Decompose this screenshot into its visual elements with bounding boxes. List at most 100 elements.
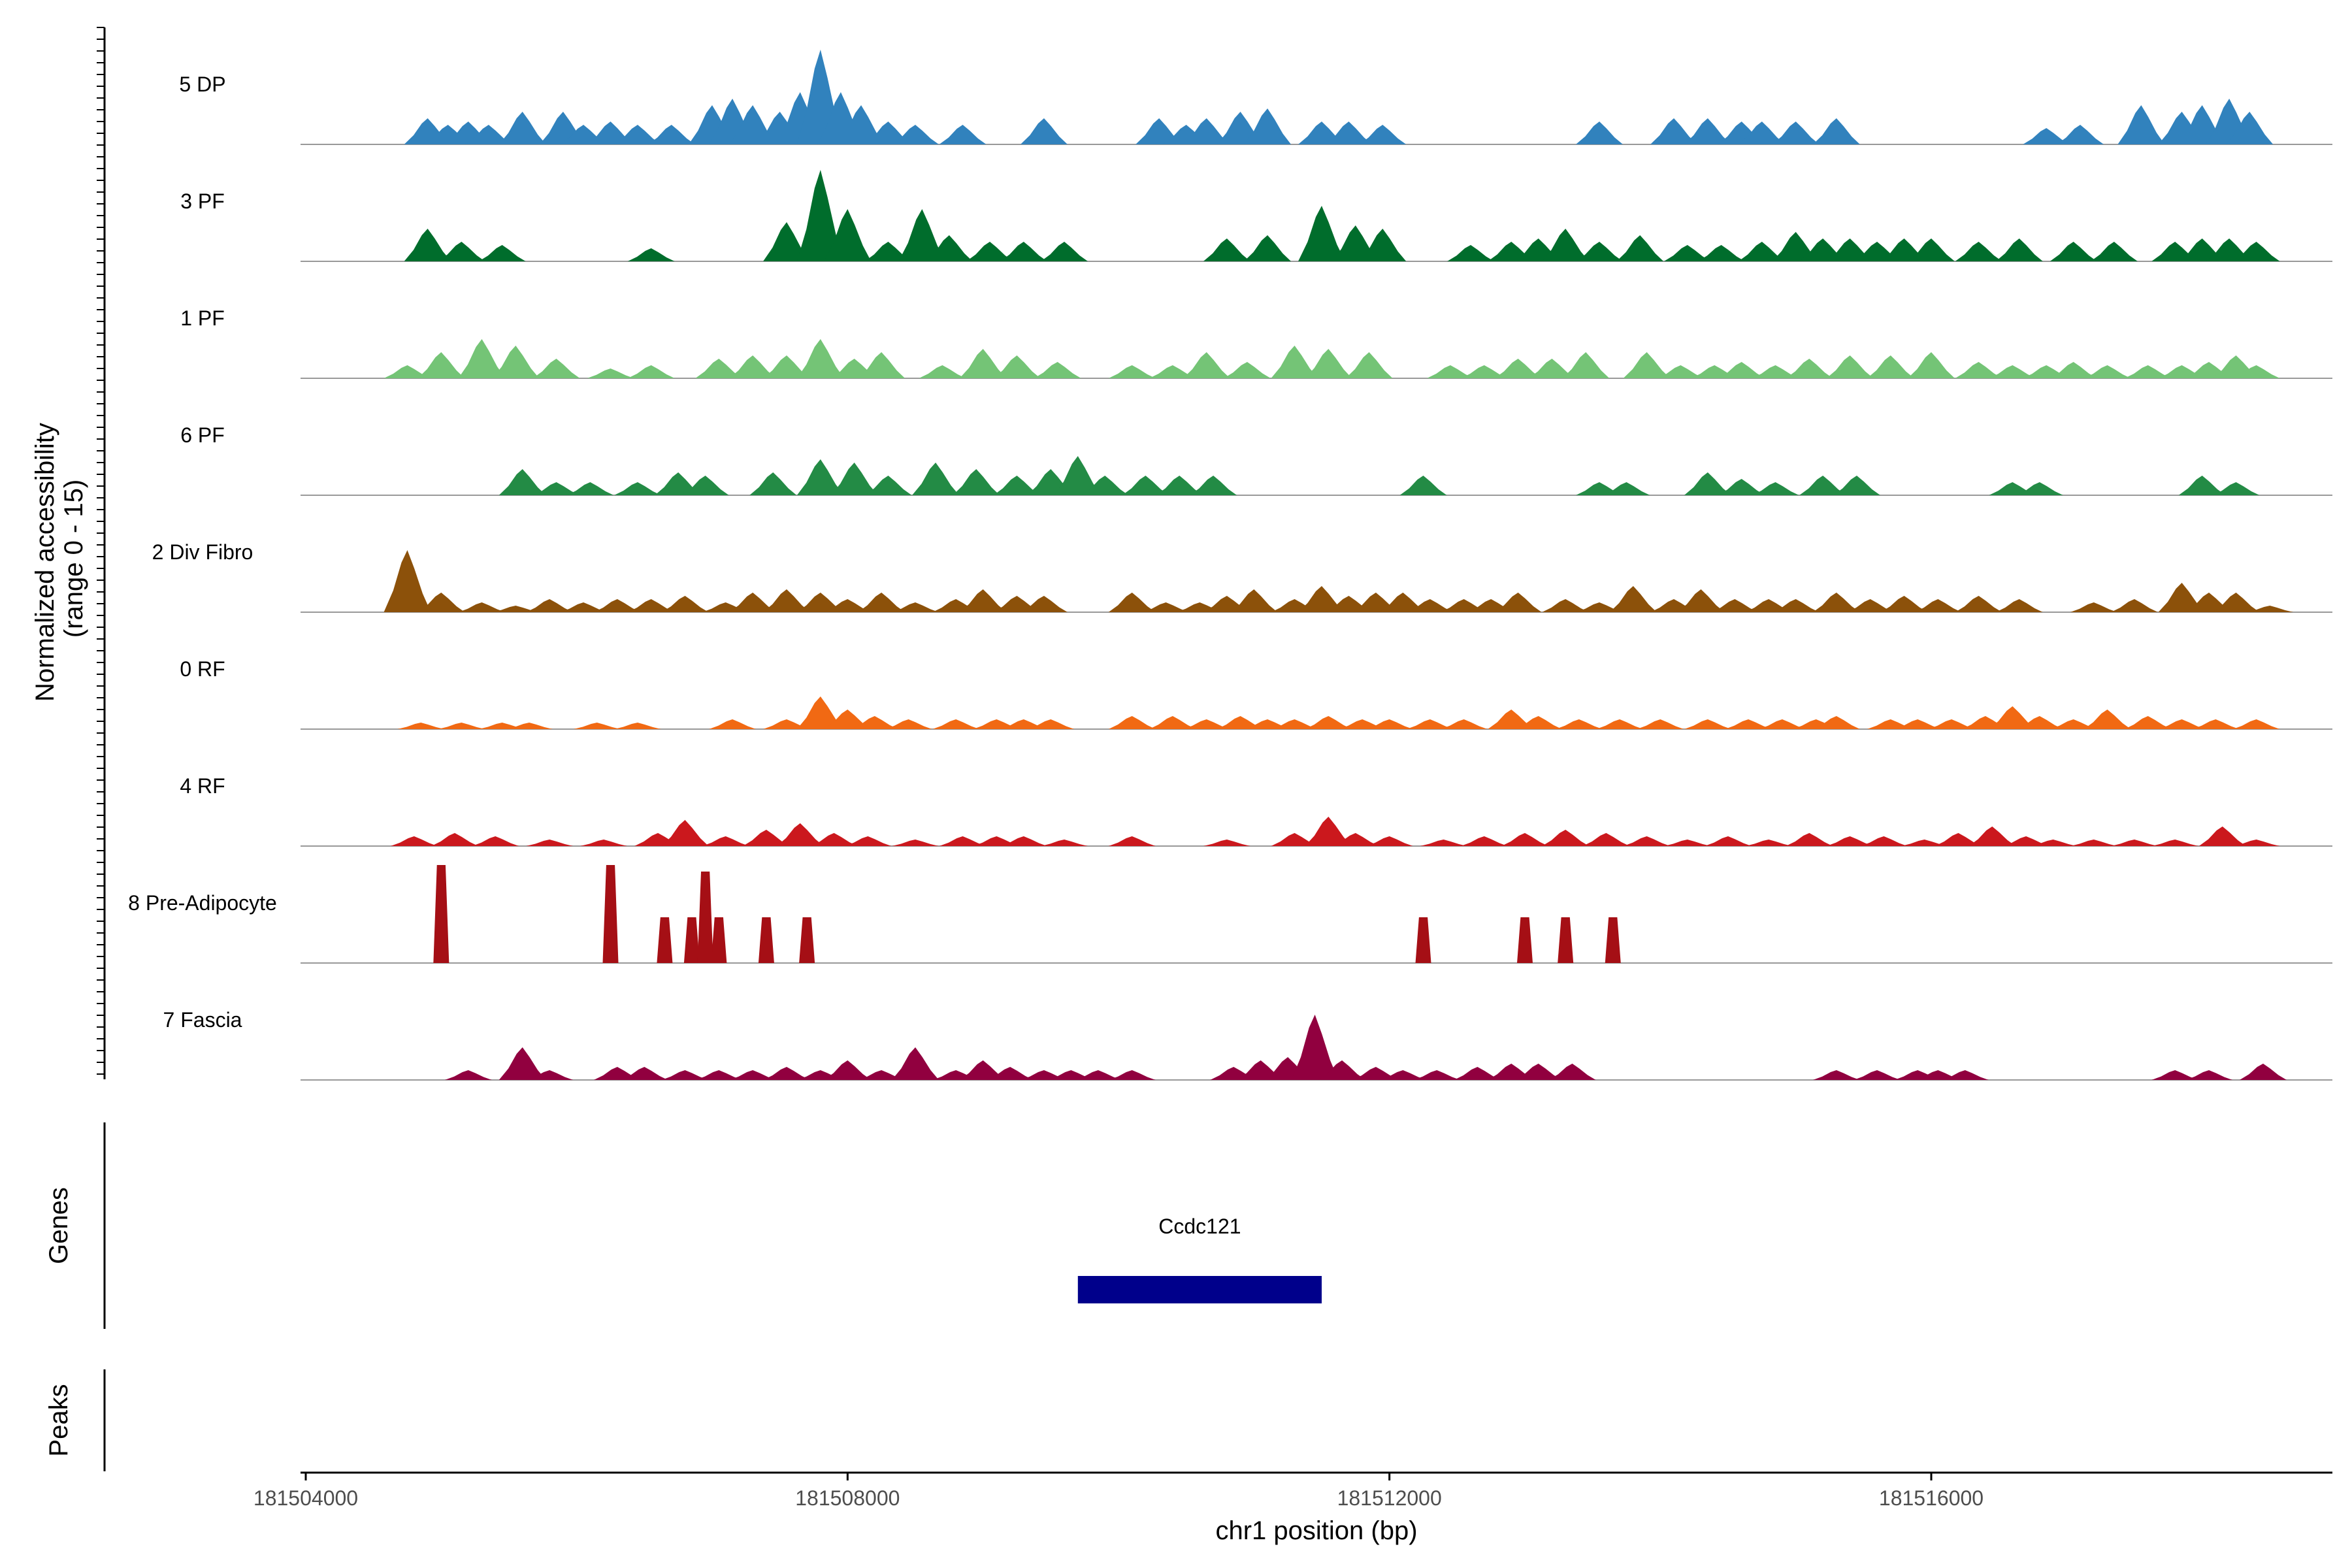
accessibility-peak — [1440, 719, 1488, 729]
track-4-rf: 4 RF — [180, 774, 2332, 847]
accessibility-peak — [1034, 362, 1081, 378]
accessibility-peak — [1941, 1070, 1989, 1080]
accessibility-peak — [864, 242, 912, 261]
accessibility-peak — [1000, 242, 1047, 261]
accessibility-peak — [1558, 917, 1574, 963]
accessibility-peak — [573, 723, 621, 729]
y-axis-title-line-1: Normalized accessibility — [31, 423, 59, 702]
x-axis-tick-label: 181508000 — [795, 1486, 900, 1510]
accessibility-peak — [1860, 836, 1908, 846]
accessibility-peak — [1399, 476, 1447, 495]
accessibility-peak — [824, 599, 872, 612]
accessibility-peak — [1738, 242, 1786, 261]
accessibility-peak — [2151, 1070, 2199, 1080]
accessibility-peak — [1271, 833, 1318, 846]
accessibility-peak — [1244, 235, 1292, 261]
accessibility-peak — [763, 222, 811, 261]
accessibility-peak — [1454, 1067, 1501, 1080]
accessibility-peak — [627, 248, 675, 261]
accessibility-peak — [1738, 122, 1786, 144]
accessibility-peak — [465, 125, 512, 144]
accessibility-peak — [2124, 365, 2172, 378]
accessibility-peak — [2050, 362, 2097, 378]
accessibility-peak — [1812, 593, 1860, 612]
accessibility-peak — [2070, 602, 2117, 612]
accessibility-peak — [1603, 482, 1650, 495]
accessibility-peak — [1190, 476, 1237, 495]
accessibility-peak — [1576, 122, 1624, 144]
accessibility-peak — [1880, 596, 1928, 612]
accessibility-peak — [1298, 586, 1345, 612]
track-0-rf: 0 RF — [180, 657, 2332, 730]
accessibility-peak — [1203, 238, 1250, 261]
accessibility-peak — [1183, 352, 1230, 378]
accessibility-peak — [1812, 716, 1860, 729]
accessibility-peak — [1616, 235, 1664, 261]
accessibility-peak — [506, 723, 553, 729]
accessibility-peak — [1705, 836, 1752, 846]
accessibility-peak — [1901, 840, 1948, 846]
accessibility-peak — [1305, 349, 1352, 378]
accessibility-peak — [627, 599, 675, 612]
accessibility-peak — [824, 1060, 872, 1080]
accessibility-peak — [993, 355, 1041, 378]
y-axis-ticks — [97, 27, 105, 1075]
accessibility-peak — [1562, 352, 1610, 378]
accessibility-peak — [1623, 836, 1671, 846]
accessibility-peak — [709, 719, 757, 729]
track-2-div-fibro: 2 Div Fibro — [152, 540, 2332, 613]
accessibility-peak — [939, 125, 987, 144]
track-5-dp: 5 DP — [179, 50, 2332, 145]
accessibility-peak — [587, 368, 634, 378]
accessibility-peak — [776, 823, 824, 846]
track-label: 6 PF — [180, 423, 225, 447]
accessibility-peak — [892, 840, 939, 846]
accessibility-peak — [1908, 238, 1955, 261]
accessibility-peak — [1657, 365, 1705, 378]
track-label: 1 PF — [180, 306, 225, 330]
accessibility-peak — [1108, 1070, 1156, 1080]
track-3-pf: 3 PF — [180, 170, 2332, 262]
accessibility-peak — [758, 917, 774, 963]
accessibility-peak — [1928, 719, 1976, 729]
accessibility-peak — [1244, 108, 1292, 144]
accessibility-peak — [1041, 242, 1088, 261]
accessibility-peak — [1203, 840, 1250, 846]
accessibility-peak — [1914, 599, 1962, 612]
accessibility-peak — [763, 719, 811, 729]
accessibility-peak — [1663, 245, 1711, 261]
accessibility-peak — [1548, 1064, 1596, 1080]
accessibility-peak — [2070, 840, 2117, 846]
accessibility-peak — [1331, 833, 1379, 846]
accessibility-peak — [1786, 359, 1833, 378]
accessibility-peak — [593, 599, 641, 612]
gene-body — [1077, 1276, 1322, 1303]
accessibility-peak — [1576, 242, 1624, 261]
accessibility-peak — [2198, 826, 2246, 846]
accessibility-peak — [838, 105, 885, 144]
accessibility-peak — [1156, 476, 1203, 495]
accessibility-peak — [1413, 1070, 1461, 1080]
accessibility-peak — [647, 125, 695, 144]
accessibility-peak — [2185, 1070, 2233, 1080]
accessibility-peak — [498, 1047, 546, 1080]
accessibility-peak — [2090, 242, 2138, 261]
accessibility-peak — [1582, 833, 1630, 846]
x-axis-tick-label: 181504000 — [253, 1486, 358, 1510]
accessibility-peak — [2192, 719, 2240, 729]
accessibility-peak — [1528, 359, 1576, 378]
accessibility-peak — [1352, 1067, 1399, 1080]
accessibility-peak — [796, 459, 844, 495]
accessibility-peak — [661, 596, 709, 612]
accessibility-peak — [2212, 593, 2260, 612]
accessibility-peak — [1854, 1070, 1901, 1080]
accessibility-peak — [390, 836, 438, 846]
accessibility-peak — [932, 719, 980, 729]
accessibility-peak — [1684, 719, 1731, 729]
accessibility-peak — [661, 820, 709, 846]
accessibility-peak — [1677, 589, 1725, 612]
accessibility-peak — [661, 1070, 709, 1080]
accessibility-peak — [1752, 482, 1799, 495]
accessibility-peak — [729, 1070, 777, 1080]
accessibility-peak — [458, 339, 506, 378]
